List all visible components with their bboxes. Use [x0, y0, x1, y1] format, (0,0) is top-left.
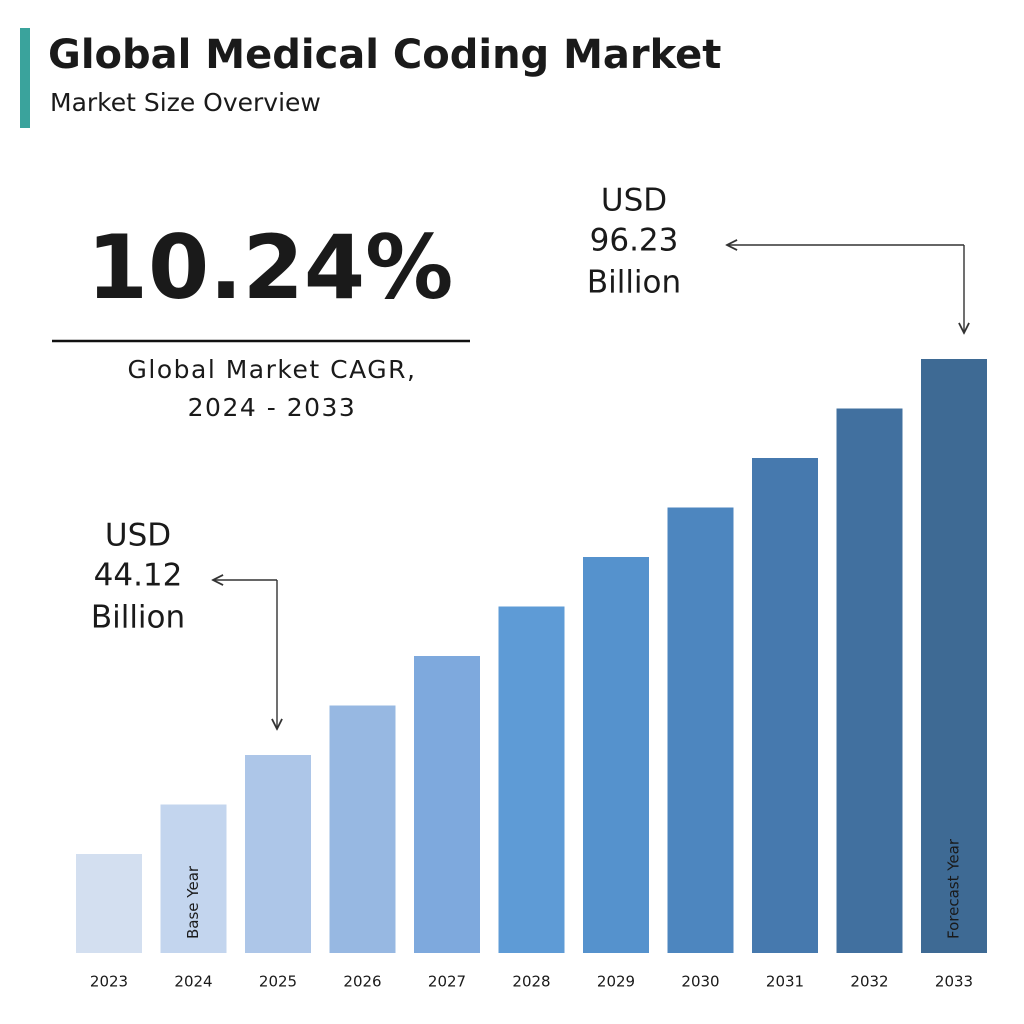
chart-subtitle: Market Size Overview — [50, 88, 321, 117]
bar — [329, 705, 396, 953]
bar — [752, 458, 818, 953]
annotation-text: 44.12 — [94, 558, 183, 594]
annotation-text: 96.23 — [590, 223, 679, 259]
x-tick-label: 2023 — [90, 973, 128, 991]
annotation-text: Billion — [91, 600, 185, 636]
annotation-text: USD — [601, 183, 667, 219]
x-tick-label: 2031 — [766, 973, 804, 991]
x-tick-label: 2027 — [428, 973, 466, 991]
x-tick-label: 2026 — [343, 973, 381, 991]
x-tick-label: 2029 — [597, 973, 635, 991]
cagr-value: 10.24% — [87, 216, 454, 319]
x-tick-label: 2032 — [850, 973, 888, 991]
x-tick-label: 2033 — [935, 973, 973, 991]
bar — [245, 755, 311, 953]
bar — [836, 408, 903, 953]
bar — [667, 507, 734, 953]
x-tick-label: 2024 — [174, 973, 212, 991]
bar — [76, 854, 142, 953]
bar — [921, 359, 987, 953]
x-tick-label: 2025 — [259, 973, 297, 991]
annotation-text: Billion — [587, 265, 681, 301]
bar — [583, 557, 649, 953]
title-accent — [20, 28, 30, 128]
x-tick-label: 2028 — [512, 973, 550, 991]
bar — [160, 804, 227, 953]
cagr-caption: 2024 - 2033 — [188, 393, 357, 422]
bar — [498, 606, 565, 953]
x-tick-label: 2030 — [681, 973, 719, 991]
chart-title: Global Medical Coding Market — [48, 32, 721, 78]
cagr-caption: Global Market CAGR, — [128, 355, 417, 384]
annotation-text: USD — [105, 518, 171, 554]
bar-label: Base Year — [184, 865, 202, 939]
bar-label: Forecast Year — [945, 838, 963, 939]
bar — [414, 656, 480, 953]
